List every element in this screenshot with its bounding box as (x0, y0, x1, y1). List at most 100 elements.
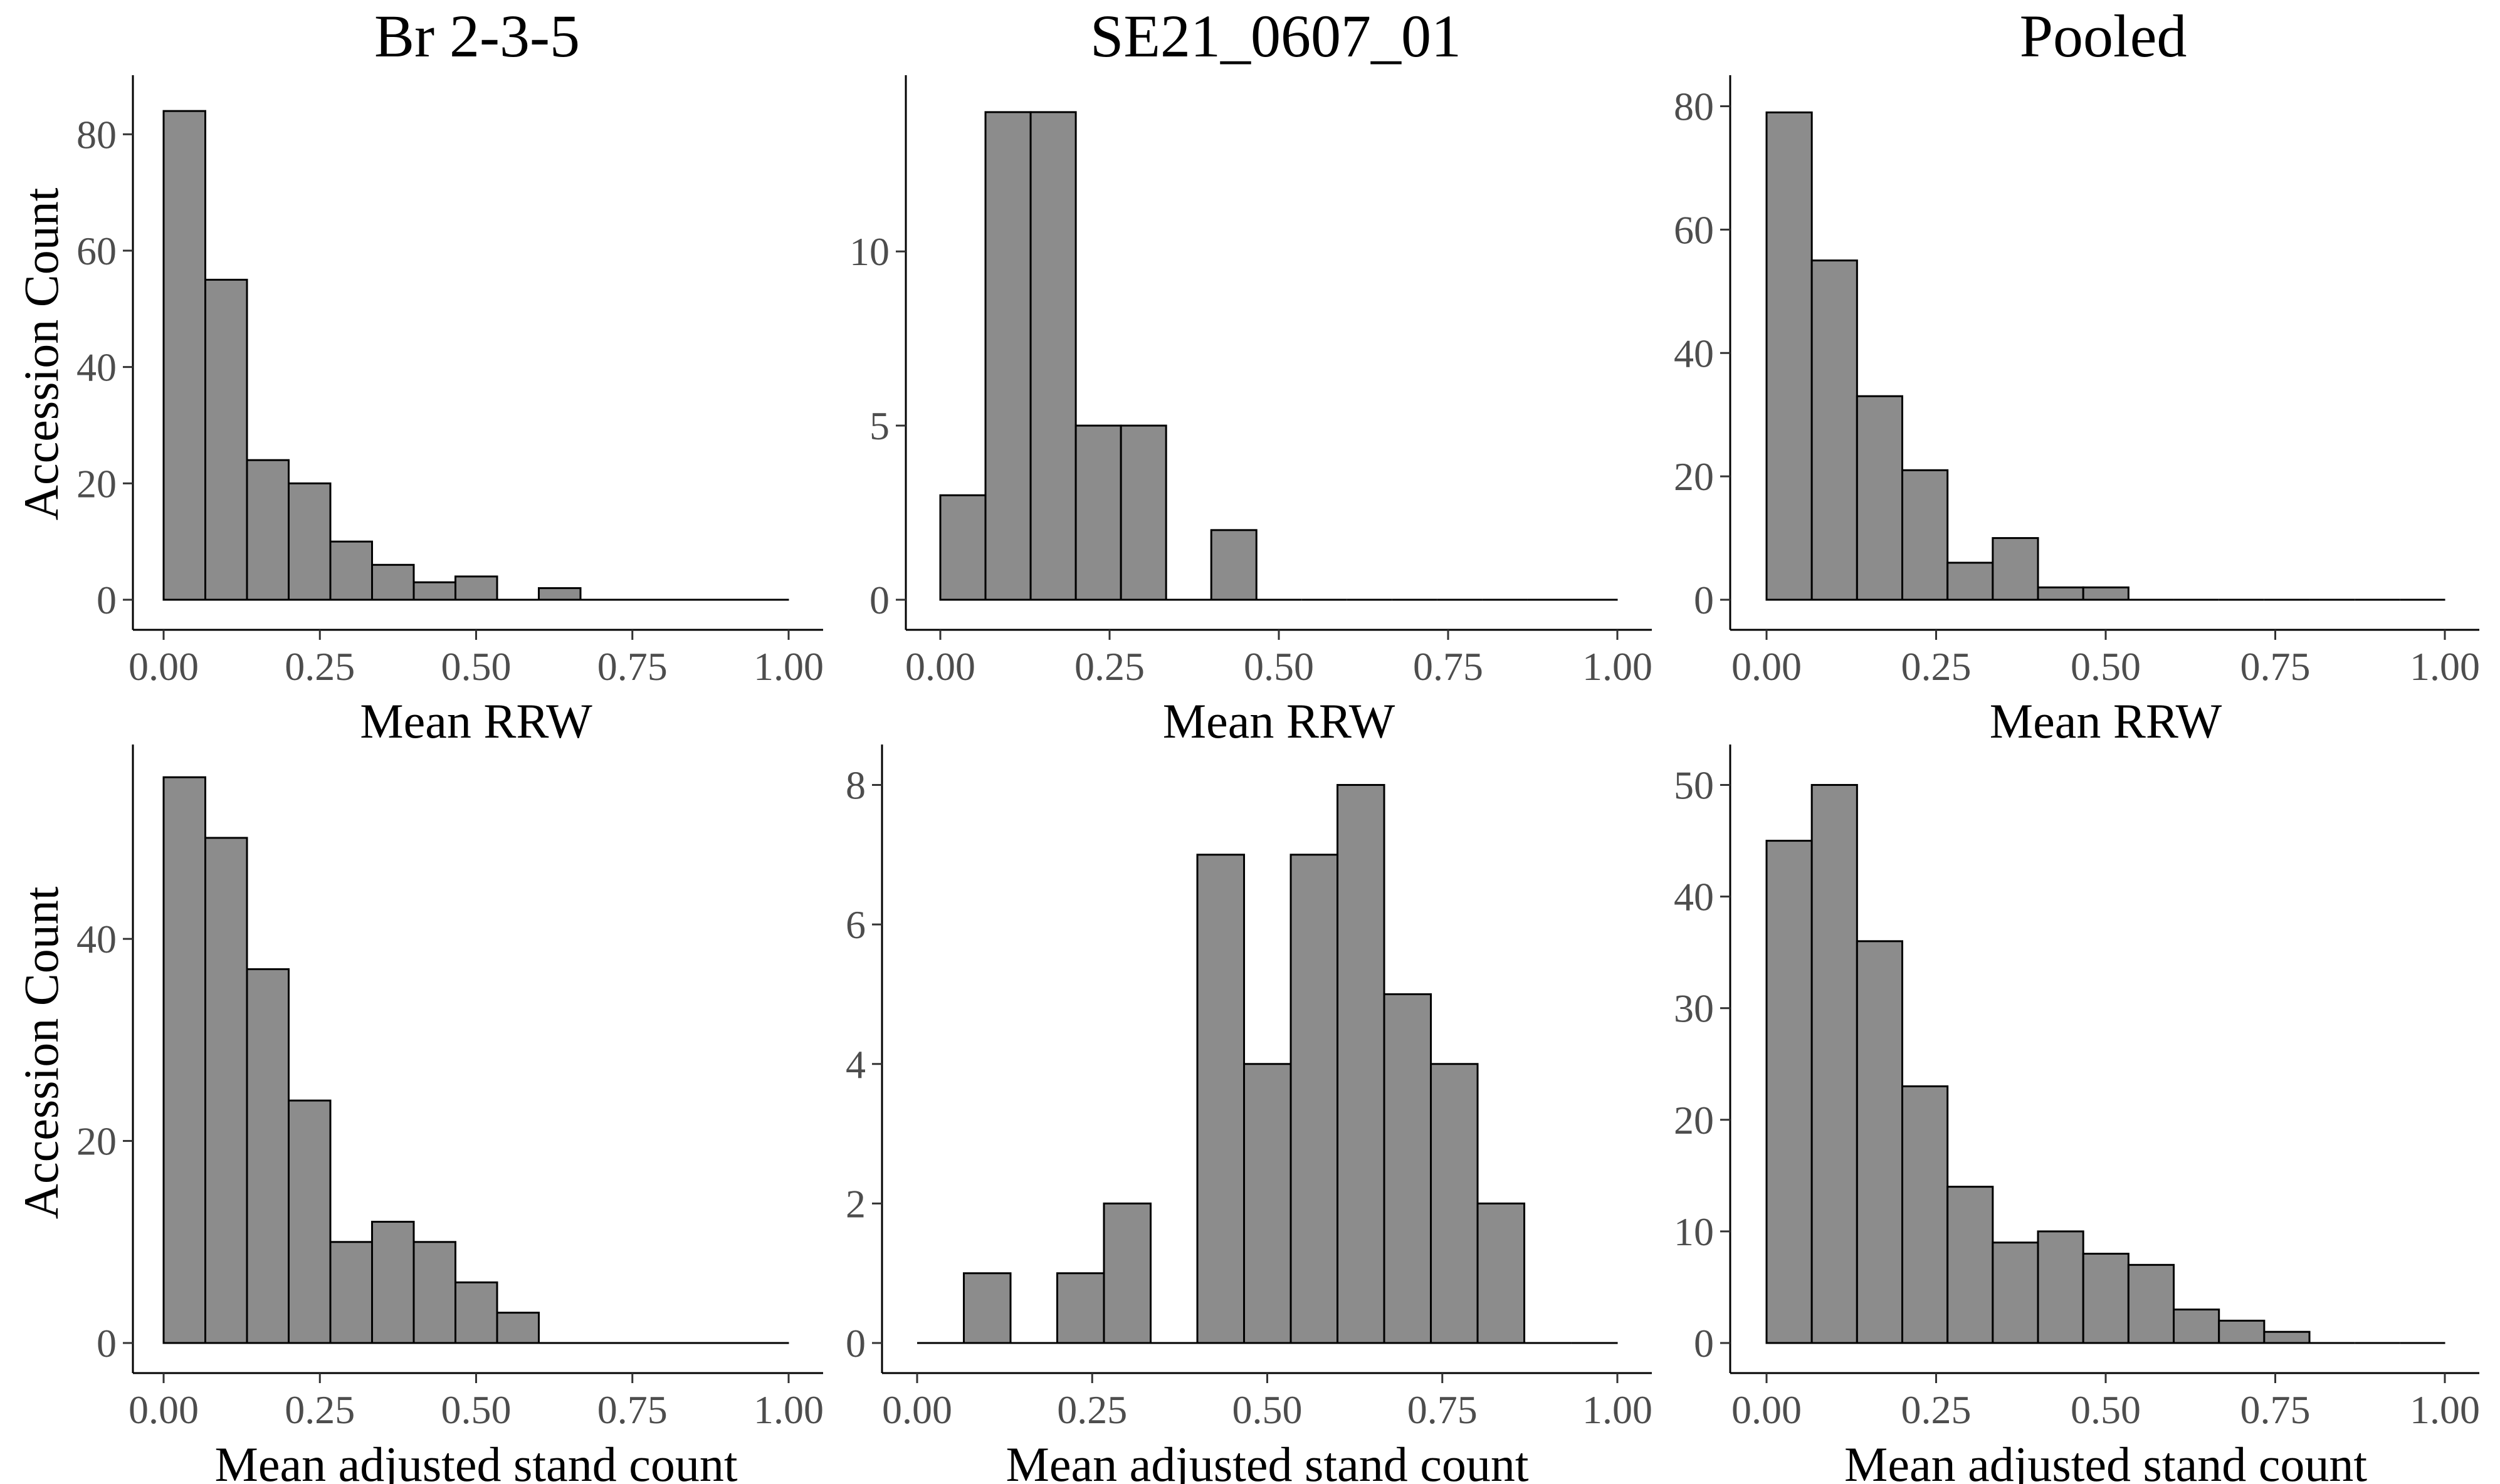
histogram-bar (1946, 562, 1994, 601)
histogram-bar (246, 968, 290, 1344)
histogram-bar (1074, 424, 1122, 601)
x-tick-label: 0.75 (1413, 644, 1483, 689)
x-tick-label: 1.00 (1582, 644, 1652, 689)
histogram-bar (1430, 1063, 1479, 1344)
histogram-bar (412, 581, 456, 601)
x-tick-label: 1.00 (2410, 644, 2480, 689)
histogram-bar (1901, 469, 1949, 601)
histogram-bar (1210, 529, 1258, 601)
y-tick-label: 20 (76, 1119, 117, 1164)
column-title-text: Pooled (2020, 3, 2187, 70)
panel-se21-0607-01-stand-count: 0 2 4 6 8 0.00 0.25 0.50 0.75 1.00 Mean adjusted s… (846, 745, 1652, 1484)
y-tick-label: 40 (1674, 875, 1714, 919)
x-axis-title: Mean adjusted stand count (1844, 1437, 2367, 1484)
histogram-bar (963, 1272, 1012, 1344)
y-tick-label: 60 (1674, 207, 1714, 252)
y-tick-label: 20 (1674, 454, 1714, 499)
histogram-bar (1056, 1272, 1105, 1344)
y-tick-label: 60 (76, 229, 117, 273)
x-tick-label: 0.25 (285, 1387, 355, 1432)
y-tick-label: 4 (846, 1042, 866, 1087)
x-tick-label: 0.00 (882, 1387, 952, 1432)
histogram-bar (370, 563, 415, 601)
histogram-bar (2173, 1309, 2220, 1344)
histogram-bar (412, 1241, 456, 1344)
x-tick-label: 1.00 (754, 644, 824, 689)
histogram-bar (2218, 1319, 2266, 1344)
x-axis-title: Mean RRW (1990, 694, 2222, 748)
histogram-bar (939, 494, 987, 601)
histogram-bar (1856, 395, 1904, 601)
histogram-bar (1992, 537, 2039, 601)
x-tick-label: 0.25 (1074, 644, 1145, 689)
y-tick-label: 10 (1674, 1210, 1714, 1254)
histogram-bar (537, 587, 582, 601)
y-tick-label: 2 (846, 1181, 866, 1226)
y-tick-label: 20 (76, 461, 117, 506)
x-tick-label: 0.00 (129, 644, 199, 689)
histogram-bar (2037, 586, 2084, 601)
panel-br-2-3-5-stand-count: 0 20 40 0.00 0.25 0.50 0.75 1.00 Mean adjusted s… (76, 745, 824, 1484)
x-tick-label: 0.50 (441, 1387, 512, 1432)
x-tick-label: 0.50 (2071, 644, 2141, 689)
histogram-bar (370, 1221, 415, 1344)
histogram-bar (1810, 784, 1858, 1344)
histogram-bar (1765, 840, 1813, 1344)
y-tick-label: 80 (1674, 85, 1714, 129)
histogram-bar (287, 482, 332, 601)
column-title-se21-0607-01: SE21_0607_01 (1090, 3, 1461, 70)
y-axis-title-bottom-row: Accession Count (14, 886, 68, 1219)
x-tick-label: 0.00 (129, 1387, 199, 1432)
x-axis-title: Mean RRW (360, 694, 592, 748)
y-tick-label: 6 (846, 902, 866, 947)
histogram-bar (1103, 1202, 1152, 1344)
x-tick-label: 0.75 (597, 644, 668, 689)
panel-pooled-rrw: 0 20 40 60 80 0.00 0.25 0.50 0.75 1.00 Mean RRW (1674, 75, 2480, 748)
y-tick-label: 5 (869, 404, 890, 448)
panel-se21-0607-01-rrw: 0 5 10 0.00 0.25 0.50 0.75 1.00 Mean RRW (849, 75, 1652, 748)
x-tick-label: 0.25 (1901, 1387, 1972, 1432)
histogram-bar (454, 575, 498, 601)
histogram-bar (1856, 940, 1904, 1344)
x-tick-label: 0.25 (1901, 644, 1972, 689)
x-tick-label: 0.50 (1232, 1387, 1303, 1432)
column-title-text: Br 2-3-5 (374, 3, 580, 70)
x-tick-label: 0.00 (1731, 644, 1802, 689)
histogram-bar (2082, 1253, 2130, 1344)
histogram-bar (1946, 1186, 1994, 1344)
y-tick-label: 80 (76, 112, 117, 157)
x-tick-label: 0.75 (597, 1387, 668, 1432)
x-tick-label: 0.75 (2240, 1387, 2311, 1432)
x-axis-title: Mean RRW (1163, 694, 1395, 748)
x-tick-label: 0.75 (1407, 1387, 1478, 1432)
x-tick-label: 0.50 (1244, 644, 1314, 689)
histogram-bar (984, 111, 1032, 601)
histogram-bar (2263, 1330, 2311, 1344)
y-tick-label: 0 (846, 1321, 866, 1366)
histogram-bar (1243, 1063, 1292, 1344)
panel-pooled-stand-count: 0 10 20 30 40 50 0.00 0.25 0.50 0.75 1.00 Mean adju… (1674, 745, 2480, 1484)
y-tick-label: 30 (1674, 986, 1714, 1031)
histogram-bar (1810, 259, 1858, 601)
column-title-br-2-3-5: Br 2-3-5 (374, 3, 580, 70)
histogram-bar (2127, 1263, 2175, 1344)
x-tick-label: 0.75 (2240, 644, 2311, 689)
histogram-bar (1992, 1241, 2039, 1344)
histogram-bar (1120, 424, 1167, 601)
y-tick-label: 0 (97, 1321, 117, 1366)
histogram-bar (329, 540, 373, 601)
x-tick-label: 0.00 (905, 644, 975, 689)
y-tick-label: 20 (1674, 1098, 1714, 1142)
histogram-bar (2082, 586, 2130, 601)
histogram-bar (162, 776, 206, 1344)
histogram-bar (329, 1241, 373, 1344)
y-tick-label: 10 (849, 229, 890, 274)
y-tick-label: 40 (1674, 331, 1714, 375)
y-tick-label: 40 (76, 345, 117, 390)
y-tick-label: 0 (1694, 1321, 1714, 1366)
y-tick-label: 0 (1694, 578, 1714, 622)
x-tick-label: 0.25 (285, 644, 355, 689)
y-tick-label: 8 (846, 763, 866, 808)
x-tick-label: 0.25 (1057, 1387, 1127, 1432)
